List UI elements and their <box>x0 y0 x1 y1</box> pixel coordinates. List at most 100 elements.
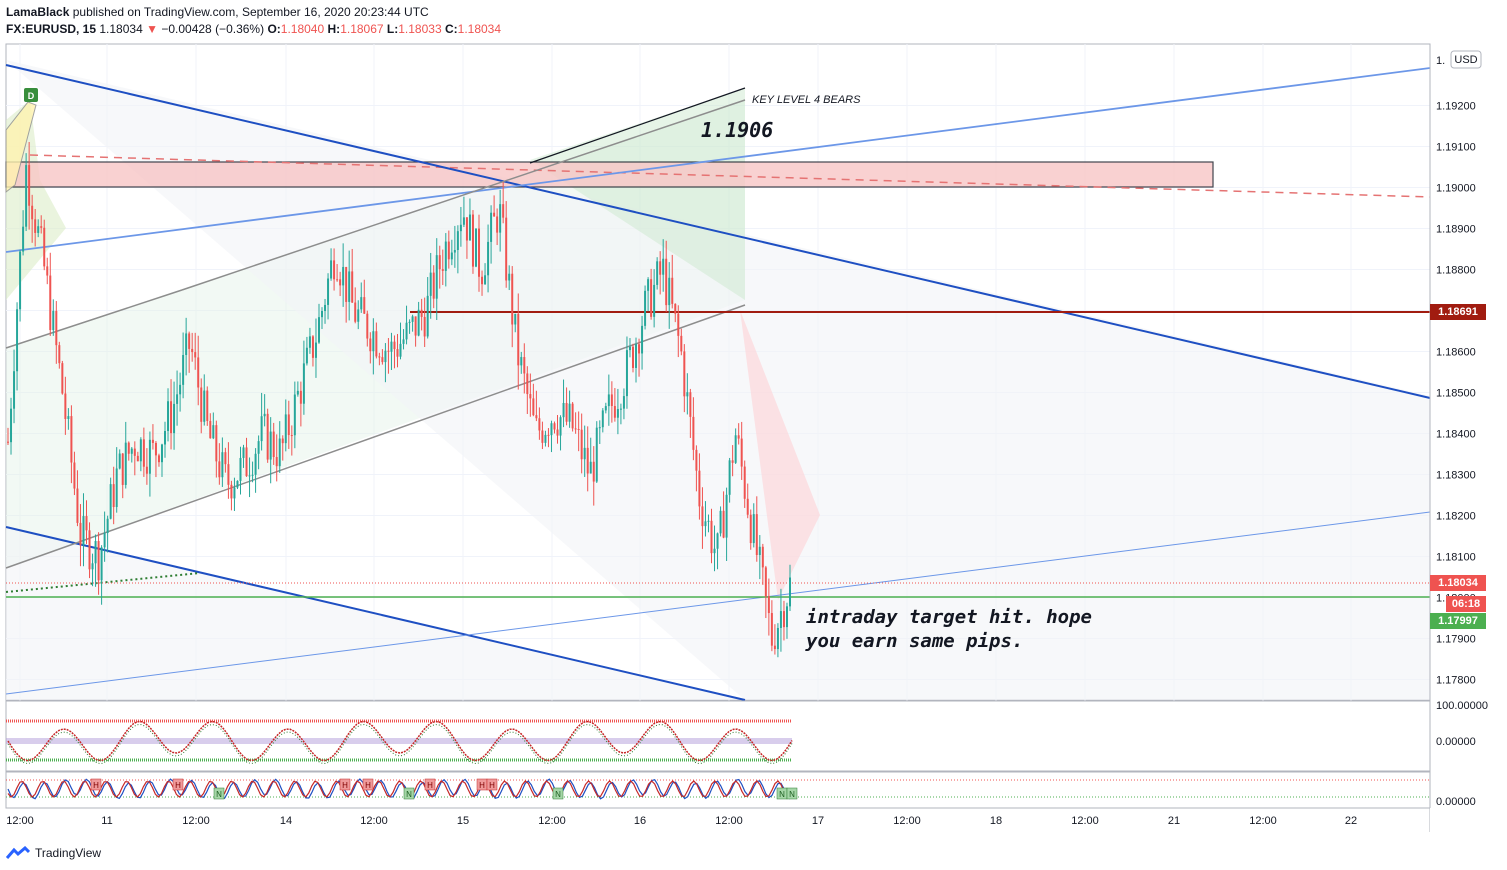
candle-body <box>393 341 396 350</box>
osc2-red-marker-label: H <box>479 781 485 790</box>
dashed-curve-line[interactable] <box>29 154 1431 198</box>
candle-body <box>484 275 487 285</box>
candle-body <box>179 384 182 395</box>
key-level-line[interactable] <box>529 87 746 164</box>
candle-body <box>423 316 426 337</box>
descending-trendline-lower[interactable] <box>5 526 746 701</box>
osc2-green-marker-label: N <box>406 790 412 799</box>
candle-body <box>43 227 46 267</box>
osc2-red-marker-label: H <box>93 781 99 790</box>
close-label: C: <box>444 22 458 36</box>
candle-body <box>317 317 320 343</box>
candle-body <box>357 309 360 322</box>
osc2-green-marker <box>403 787 415 800</box>
candle-body <box>260 416 263 442</box>
d-badge[interactable] <box>24 88 38 102</box>
osc2-red-marker-label: H <box>175 781 181 790</box>
candle-body <box>459 224 462 232</box>
candle-body <box>613 406 616 418</box>
time-tick-label: 18 <box>990 815 1002 827</box>
candle-body <box>438 255 441 270</box>
footer-brand[interactable]: TradingView <box>35 846 102 860</box>
symbol-label[interactable]: FX:EURUSD, 15 <box>6 22 97 36</box>
candle-body <box>474 228 477 267</box>
candle-body <box>209 420 212 439</box>
harmonic-pattern[interactable] <box>5 101 37 194</box>
tradingview-logo-icon[interactable] <box>6 846 30 860</box>
candle-body <box>429 272 432 296</box>
candle-body <box>749 514 752 544</box>
channel-upper[interactable] <box>181 99 746 291</box>
candle-body <box>493 212 496 217</box>
candle-body <box>363 297 366 314</box>
candle-body <box>399 343 402 357</box>
candle-body <box>160 444 163 463</box>
oscillator-pane-2[interactable] <box>5 771 1431 809</box>
ascending-trendline-thin[interactable] <box>5 511 1431 695</box>
channel-lower[interactable] <box>5 304 746 569</box>
osc2-green-marker <box>552 787 564 800</box>
osc2-green-marker-label: N <box>216 790 222 799</box>
candle-body <box>121 453 124 485</box>
candle-body <box>97 541 100 581</box>
candle-body <box>740 438 743 467</box>
candle-body <box>625 350 628 397</box>
candle-body <box>677 313 680 336</box>
candle-body <box>302 363 305 404</box>
ascending-trendline-blue[interactable] <box>5 67 1431 253</box>
candle-body <box>592 461 595 482</box>
osc2-blue-line <box>7 778 791 800</box>
price-tick-label: 1.18300 <box>1436 470 1476 482</box>
candle-body <box>266 413 269 460</box>
osc2-red-marker <box>424 778 436 791</box>
candle-body <box>91 563 94 570</box>
key-level-triangle <box>530 88 745 300</box>
candle-body <box>650 279 653 317</box>
candle-body <box>176 394 179 404</box>
candle-body <box>354 302 357 322</box>
descending-trendline-upper[interactable] <box>5 64 1431 399</box>
candle-body <box>109 484 112 519</box>
candle-body <box>746 498 749 515</box>
price-tick-label: 1.17900 <box>1436 634 1476 646</box>
author-name[interactable]: LamaBlack <box>6 5 70 19</box>
candle-body <box>327 278 330 305</box>
candle-body <box>496 216 499 233</box>
candle-body <box>136 455 139 462</box>
last-price-tag: 1.18034 <box>1430 575 1486 591</box>
candle-body <box>381 357 384 363</box>
candle-body <box>290 435 293 437</box>
candle-body <box>76 488 79 523</box>
candle-body <box>284 414 287 444</box>
candle-body <box>583 447 586 460</box>
candle-body <box>345 266 348 302</box>
time-tick-label: 21 <box>1168 815 1180 827</box>
candle-body <box>713 548 716 554</box>
candle-body <box>701 506 704 527</box>
channel-upper-left[interactable] <box>5 289 183 349</box>
candle-body <box>233 487 236 499</box>
candle-body <box>553 423 556 430</box>
candle-body <box>686 392 689 397</box>
candle-body <box>622 396 625 409</box>
candle-body <box>139 439 142 462</box>
candle-body <box>414 316 417 336</box>
candle-body <box>656 261 659 285</box>
candle-body <box>127 442 130 454</box>
osc2-bottom-tick: 0.00000 <box>1436 796 1476 808</box>
candle-body <box>538 418 541 431</box>
candle-body <box>544 434 547 443</box>
osc2-red-marker-label: H <box>342 781 348 790</box>
currency-button[interactable] <box>1450 50 1482 69</box>
candle-body <box>598 427 601 429</box>
target-note-line2: you earn same pips. <box>805 630 1023 652</box>
footer: TradingView <box>6 843 101 863</box>
oscillator-pane-1[interactable] <box>5 700 1431 772</box>
published-text: published on TradingView.com, September … <box>72 5 429 19</box>
candle-body <box>644 290 647 326</box>
candle-body <box>719 510 722 534</box>
candle-body <box>263 413 266 417</box>
price-tick-label: 1.18500 <box>1436 388 1476 400</box>
candle-body <box>456 231 459 250</box>
